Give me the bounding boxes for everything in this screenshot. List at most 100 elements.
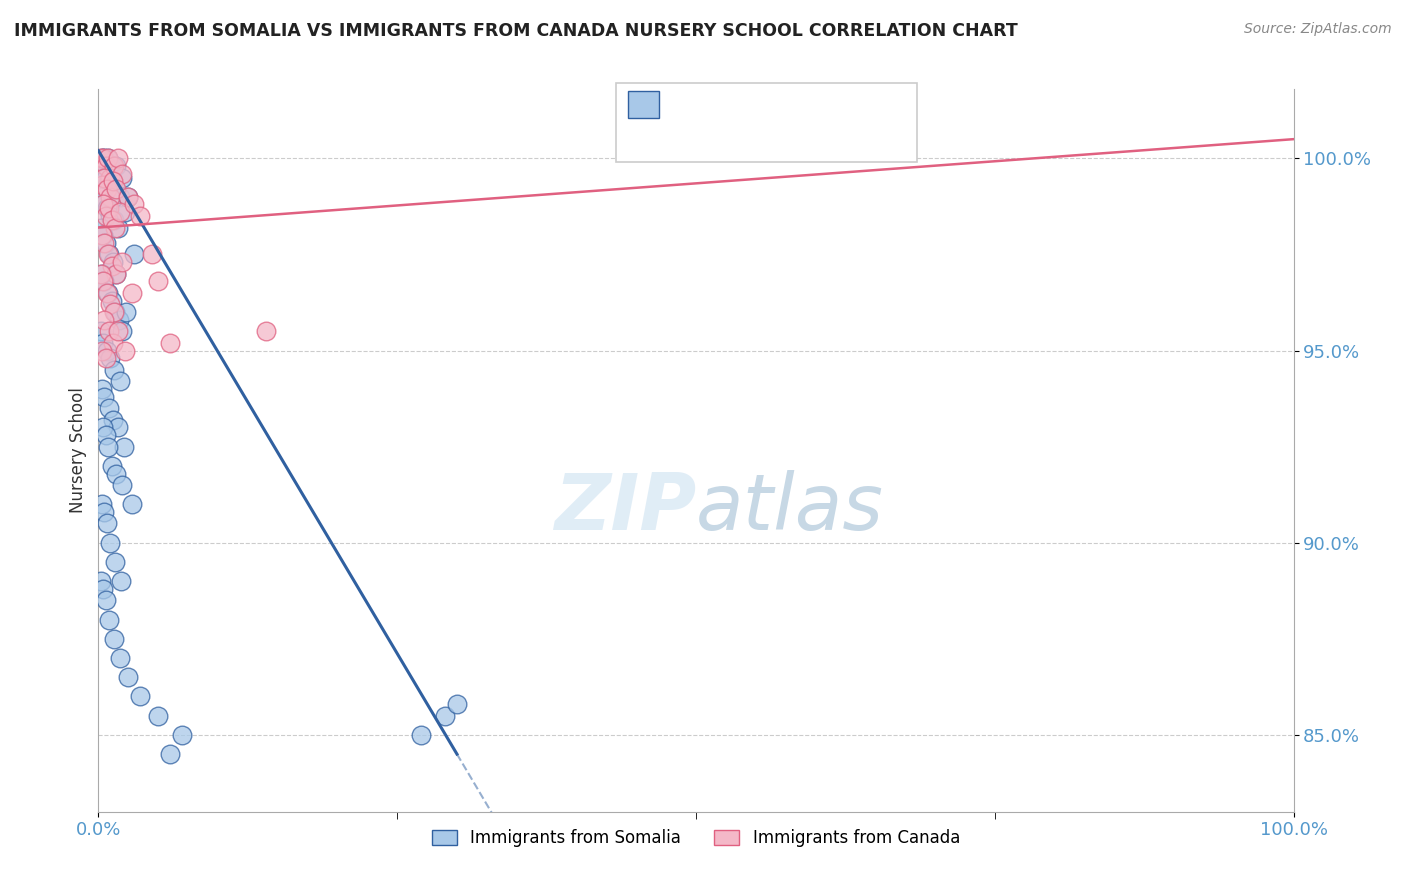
Point — [90, 152, 112, 166]
Point — [97, 247, 120, 261]
Text: 76: 76 — [830, 93, 852, 111]
Point — [91, 343, 114, 358]
Point — [107, 220, 129, 235]
Point — [115, 305, 138, 319]
Point — [104, 220, 127, 235]
Point — [90, 167, 112, 181]
Point — [159, 747, 181, 761]
Point — [94, 159, 117, 173]
Point — [103, 363, 125, 377]
Point — [129, 209, 152, 223]
Point — [101, 174, 124, 188]
Point — [107, 313, 129, 327]
Point — [110, 574, 132, 588]
Text: -0.620: -0.620 — [714, 93, 773, 111]
Point — [90, 220, 112, 235]
Point — [91, 274, 114, 288]
Point — [91, 497, 114, 511]
Text: N =: N = — [782, 128, 830, 145]
Point — [93, 197, 115, 211]
Point — [104, 305, 127, 319]
Point — [98, 209, 122, 223]
Point — [91, 190, 114, 204]
Point — [107, 324, 129, 338]
Point — [98, 170, 122, 185]
Point — [93, 152, 115, 166]
Point — [94, 428, 117, 442]
Point — [91, 152, 114, 166]
Point — [105, 182, 128, 196]
Point — [94, 209, 117, 223]
Text: Source: ZipAtlas.com: Source: ZipAtlas.com — [1244, 22, 1392, 37]
Point — [114, 343, 136, 358]
Text: IMMIGRANTS FROM SOMALIA VS IMMIGRANTS FROM CANADA NURSERY SCHOOL CORRELATION CHA: IMMIGRANTS FROM SOMALIA VS IMMIGRANTS FR… — [14, 22, 1018, 40]
Point — [98, 247, 121, 261]
Point — [91, 382, 114, 396]
Point — [103, 159, 125, 173]
Point — [93, 170, 115, 185]
Point — [96, 285, 118, 300]
Point — [101, 159, 124, 173]
Point — [97, 152, 120, 166]
Point — [434, 708, 457, 723]
Point — [100, 293, 122, 308]
Text: atlas: atlas — [696, 470, 884, 546]
Point — [103, 632, 125, 646]
Text: ZIP: ZIP — [554, 470, 696, 546]
Circle shape — [631, 124, 657, 149]
Point — [91, 178, 114, 193]
Point — [96, 202, 118, 216]
Point — [93, 505, 115, 519]
Point — [124, 197, 146, 211]
Point — [103, 305, 125, 319]
Point — [94, 235, 117, 250]
Point — [90, 574, 112, 588]
Point — [117, 670, 139, 684]
Point — [111, 478, 134, 492]
Point — [172, 728, 194, 742]
Point — [93, 274, 115, 288]
Point — [94, 351, 117, 366]
Point — [108, 190, 131, 204]
Point — [98, 174, 121, 188]
Point — [93, 390, 115, 404]
Legend: Immigrants from Somalia, Immigrants from Canada: Immigrants from Somalia, Immigrants from… — [425, 822, 967, 854]
Point — [100, 259, 122, 273]
Point — [97, 152, 120, 166]
Point — [148, 708, 170, 723]
Point — [91, 420, 114, 434]
Point — [117, 190, 139, 204]
Point — [105, 267, 128, 281]
Point — [100, 178, 122, 193]
Point — [117, 190, 139, 204]
Point — [98, 351, 122, 366]
Text: R =: R = — [672, 128, 709, 145]
Point — [107, 420, 129, 434]
Point — [101, 255, 124, 269]
Point — [96, 182, 118, 196]
Point — [108, 374, 131, 388]
Point — [101, 413, 124, 427]
Text: N =: N = — [782, 93, 830, 111]
Point — [90, 324, 112, 338]
Point — [111, 167, 134, 181]
Point — [97, 440, 120, 454]
Point — [98, 159, 122, 173]
Point — [101, 335, 124, 350]
Point — [91, 197, 114, 211]
Point — [105, 467, 128, 481]
Point — [98, 324, 121, 338]
Point — [91, 335, 114, 350]
Point — [112, 440, 135, 454]
Point — [98, 613, 121, 627]
Point — [96, 343, 118, 358]
Point — [91, 170, 114, 185]
Point — [446, 697, 468, 711]
Point — [94, 170, 117, 185]
Point — [159, 335, 181, 350]
Point — [104, 555, 127, 569]
Point — [108, 205, 131, 219]
Point — [148, 274, 170, 288]
Point — [93, 235, 115, 250]
Point — [98, 401, 121, 416]
